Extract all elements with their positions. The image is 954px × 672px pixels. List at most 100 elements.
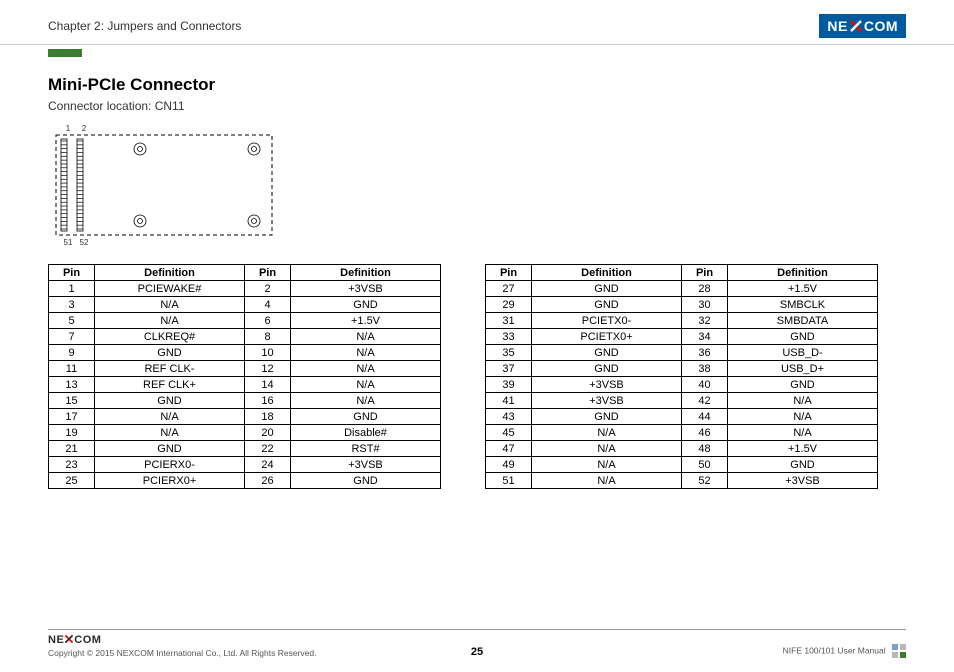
table-row: 45N/A46N/A [486, 425, 878, 441]
table-cell: GND [95, 345, 245, 361]
table-row: 37GND38USB_D+ [486, 361, 878, 377]
table-row: 29GND30SMBCLK [486, 297, 878, 313]
table-cell: PCIERX0- [95, 457, 245, 473]
table-row: 35GND36USB_D- [486, 345, 878, 361]
table-cell: 51 [486, 473, 532, 489]
table-cell: 8 [245, 329, 291, 345]
table-cell: 35 [486, 345, 532, 361]
table-row: 19N/A20Disable# [49, 425, 441, 441]
table-cell: +3VSB [532, 377, 682, 393]
table-header-cell: Definition [532, 265, 682, 281]
table-cell: 10 [245, 345, 291, 361]
table-cell: 52 [682, 473, 728, 489]
table-cell: USB_D- [728, 345, 878, 361]
table-cell: 49 [486, 457, 532, 473]
pinout-table-left: PinDefinitionPinDefinition1PCIEWAKE#2+3V… [48, 264, 441, 489]
table-cell: PCIEWAKE# [95, 281, 245, 297]
table-cell: 25 [49, 473, 95, 489]
table-cell: N/A [291, 393, 441, 409]
table-cell: N/A [728, 393, 878, 409]
table-row: 15GND16N/A [49, 393, 441, 409]
table-cell: 19 [49, 425, 95, 441]
table-cell: N/A [95, 297, 245, 313]
table-header-cell: Definition [728, 265, 878, 281]
table-cell: 34 [682, 329, 728, 345]
table-cell: 37 [486, 361, 532, 377]
table-cell: RST# [291, 441, 441, 457]
table-cell: N/A [291, 377, 441, 393]
table-cell: SMBCLK [728, 297, 878, 313]
table-cell: +3VSB [291, 457, 441, 473]
table-cell: GND [291, 297, 441, 313]
table-row: 1PCIEWAKE#2+3VSB [49, 281, 441, 297]
footer-mark-icon [892, 644, 906, 658]
table-cell: 13 [49, 377, 95, 393]
table-cell: 39 [486, 377, 532, 393]
table-cell: PCIETX0- [532, 313, 682, 329]
table-cell: 48 [682, 441, 728, 457]
table-row: 47N/A48+1.5V [486, 441, 878, 457]
table-cell: N/A [95, 425, 245, 441]
table-cell: 31 [486, 313, 532, 329]
table-cell: 16 [245, 393, 291, 409]
table-cell: GND [291, 409, 441, 425]
table-cell: 6 [245, 313, 291, 329]
pinout-table-right: PinDefinitionPinDefinition27GND28+1.5V29… [485, 264, 878, 489]
table-cell: 42 [682, 393, 728, 409]
table-cell: 29 [486, 297, 532, 313]
table-cell: PCIETX0+ [532, 329, 682, 345]
connector-location: Connector location: CN11 [48, 99, 906, 113]
table-cell: 47 [486, 441, 532, 457]
table-cell: 45 [486, 425, 532, 441]
table-cell: N/A [291, 361, 441, 377]
table-cell: SMBDATA [728, 313, 878, 329]
page-number: 25 [471, 646, 483, 658]
table-cell: 28 [682, 281, 728, 297]
page-header: Chapter 2: Jumpers and Connectors NECOM [0, 0, 954, 45]
footer-left: NECOM Copyright © 2015 NEXCOM Internatio… [48, 634, 316, 658]
table-cell: 18 [245, 409, 291, 425]
table-cell: GND [95, 393, 245, 409]
table-row: 11REF CLK-12N/A [49, 361, 441, 377]
table-cell: 7 [49, 329, 95, 345]
table-cell: 36 [682, 345, 728, 361]
table-row: 41+3VSB42N/A [486, 393, 878, 409]
table-cell: N/A [532, 425, 682, 441]
table-header-cell: Pin [682, 265, 728, 281]
table-cell: 12 [245, 361, 291, 377]
table-cell: 5 [49, 313, 95, 329]
table-row: 31PCIETX0-32SMBDATA [486, 313, 878, 329]
page-footer: NECOM Copyright © 2015 NEXCOM Internatio… [48, 629, 906, 658]
table-row: 23PCIERX0-24+3VSB [49, 457, 441, 473]
page-content: Mini-PCIe Connector Connector location: … [0, 57, 954, 489]
table-row: 5N/A6+1.5V [49, 313, 441, 329]
table-row: 17N/A18GND [49, 409, 441, 425]
table-cell: USB_D+ [728, 361, 878, 377]
table-cell: GND [532, 345, 682, 361]
table-cell: GND [532, 281, 682, 297]
chapter-title: Chapter 2: Jumpers and Connectors [48, 19, 241, 33]
table-row: 13REF CLK+14N/A [49, 377, 441, 393]
table-cell: 26 [245, 473, 291, 489]
table-cell: GND [291, 473, 441, 489]
table-row: 43GND44N/A [486, 409, 878, 425]
diagram-svg: 125152 [48, 123, 274, 245]
table-cell: Disable# [291, 425, 441, 441]
table-cell: 44 [682, 409, 728, 425]
table-cell: 41 [486, 393, 532, 409]
pin-tables: PinDefinitionPinDefinition1PCIEWAKE#2+3V… [48, 264, 906, 489]
table-row: 9GND10N/A [49, 345, 441, 361]
table-cell: N/A [532, 457, 682, 473]
table-cell: 23 [49, 457, 95, 473]
logo-box: NECOM [819, 14, 906, 38]
table-cell: N/A [532, 441, 682, 457]
table-cell: 3 [49, 297, 95, 313]
table-cell: 33 [486, 329, 532, 345]
table-cell: 38 [682, 361, 728, 377]
table-header-cell: Pin [49, 265, 95, 281]
table-row: 49N/A50GND [486, 457, 878, 473]
table-cell: GND [728, 457, 878, 473]
table-cell: N/A [728, 425, 878, 441]
table-row: 25PCIERX0+26GND [49, 473, 441, 489]
manual-name: NIFE 100/101 User Manual [783, 645, 886, 655]
